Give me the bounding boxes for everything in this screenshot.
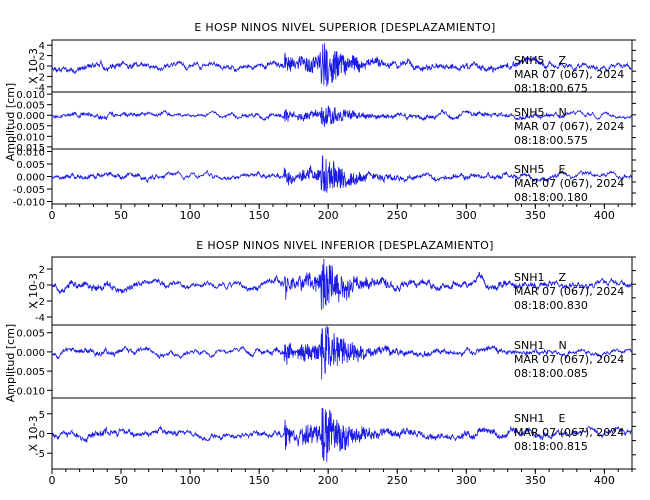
station-name: SNH5 [514, 106, 544, 119]
x-tick-label: 300 [456, 209, 477, 222]
y-tick-label: -0.005 [13, 367, 45, 378]
date-label: MAR 07 (067), 2024 [514, 177, 624, 190]
date-label: MAR 07 (067), 2024 [514, 353, 624, 366]
station-component-label: SNH5 Z [514, 54, 566, 67]
y-tick-label: 2 [39, 265, 45, 276]
y-tick-label: 5 [39, 410, 45, 421]
y-tick-label: 0.005 [16, 329, 45, 340]
waveform-trace [51, 258, 633, 311]
x-tick-label: 250 [387, 474, 408, 487]
date-label: MAR 07 (067), 2024 [514, 68, 624, 81]
y-axis-label: Amplitud [cm] [4, 324, 17, 402]
waveform-trace [51, 325, 633, 380]
chart-title-upper: E HOSP NINOS NIVEL SUPERIOR [DESPLAZAMIE… [194, 21, 495, 34]
date-label: MAR 07 (067), 2024 [514, 426, 624, 439]
x-tick-label: 150 [249, 209, 270, 222]
y-tick-label: -2 [35, 297, 45, 308]
y-tick-label: 4 [39, 41, 45, 52]
component-name: N [558, 339, 566, 352]
y-tick-label: -0.005 [13, 185, 45, 196]
component-name: E [558, 163, 565, 176]
component-name: Z [558, 54, 566, 67]
date-label: MAR 07 (067), 2024 [514, 120, 624, 133]
x-tick-label: 400 [594, 474, 615, 487]
time-label: 08:18:00.675 [514, 82, 588, 95]
y-tick-label: -0.005 [13, 122, 45, 133]
date-label: MAR 07 (067), 2024 [514, 285, 624, 298]
time-label: 08:18:00.575 [514, 134, 588, 147]
x-tick-label: 0 [49, 209, 56, 222]
station-component-label: SNH1 Z [514, 271, 566, 284]
time-label: 08:18:00.830 [514, 299, 588, 312]
station-name: SNH5 [514, 163, 544, 176]
y-tick-label: -5 [35, 449, 45, 460]
x-tick-label: 100 [180, 209, 201, 222]
y-tick-label: -0.010 [13, 386, 45, 397]
component-name: E [558, 412, 565, 425]
station-component-label: SNH1 E [514, 412, 565, 425]
y-tick-label: 0.000 [16, 111, 45, 122]
y-tick-label: -0.010 [13, 132, 45, 143]
y-tick-label: 0 [39, 281, 45, 292]
y-tick-label: -4 [35, 83, 45, 94]
time-label: 08:18:00.180 [514, 191, 588, 204]
y-tick-label: 0 [39, 430, 45, 441]
y-axis-label: Amplitud [cm] [4, 83, 17, 161]
y-tick-label: 0.000 [16, 348, 45, 359]
y-tick-label: 0.005 [16, 160, 45, 171]
station-name: SNH1 [514, 339, 544, 352]
y-tick-label: 0.000 [16, 173, 45, 184]
station-name: SNH5 [514, 54, 544, 67]
waveform-trace [51, 105, 633, 127]
x-tick-label: 50 [114, 209, 128, 222]
x-tick-label: 100 [180, 474, 201, 487]
component-name: Z [558, 271, 566, 284]
waveform-trace [51, 154, 633, 193]
scale-label: X 10-3 [27, 273, 40, 309]
x-tick-label: 400 [594, 209, 615, 222]
x-tick-label: 250 [387, 209, 408, 222]
station-component-label: SNH1 N [514, 339, 567, 352]
station-name: SNH1 [514, 271, 544, 284]
x-tick-label: 350 [525, 474, 546, 487]
waveform-trace [51, 408, 633, 462]
x-tick-label: 300 [456, 474, 477, 487]
station-name: SNH1 [514, 412, 544, 425]
station-component-label: SNH5 E [514, 163, 565, 176]
station-component-label: SNH5 N [514, 106, 567, 119]
x-tick-label: 200 [318, 209, 339, 222]
scale-label: X 10-3 [27, 416, 40, 452]
y-tick-label: 2 [39, 52, 45, 63]
chart-title-lower: E HOSP NINOS NIVEL INFERIOR [DESPLAZAMIE… [196, 239, 493, 252]
x-tick-label: 50 [114, 474, 128, 487]
waveform-trace [51, 43, 633, 87]
x-tick-label: 350 [525, 209, 546, 222]
y-tick-label: 0.010 [16, 90, 45, 101]
x-tick-label: 0 [49, 474, 56, 487]
y-tick-label: -0.015 [13, 143, 45, 154]
component-name: N [558, 106, 566, 119]
time-label: 08:18:00.085 [514, 367, 588, 380]
y-tick-label: -4 [35, 313, 45, 324]
scale-label: X 10-3 [27, 48, 40, 84]
y-tick-label: 0.005 [16, 101, 45, 112]
y-tick-label: -0.010 [13, 198, 45, 209]
time-label: 08:18:00.815 [514, 440, 588, 453]
y-tick-label: -2 [35, 72, 45, 83]
y-tick-label: 0 [39, 62, 45, 73]
y-tick-label: 0.010 [16, 148, 45, 159]
x-tick-label: 150 [249, 474, 270, 487]
x-tick-label: 200 [318, 474, 339, 487]
